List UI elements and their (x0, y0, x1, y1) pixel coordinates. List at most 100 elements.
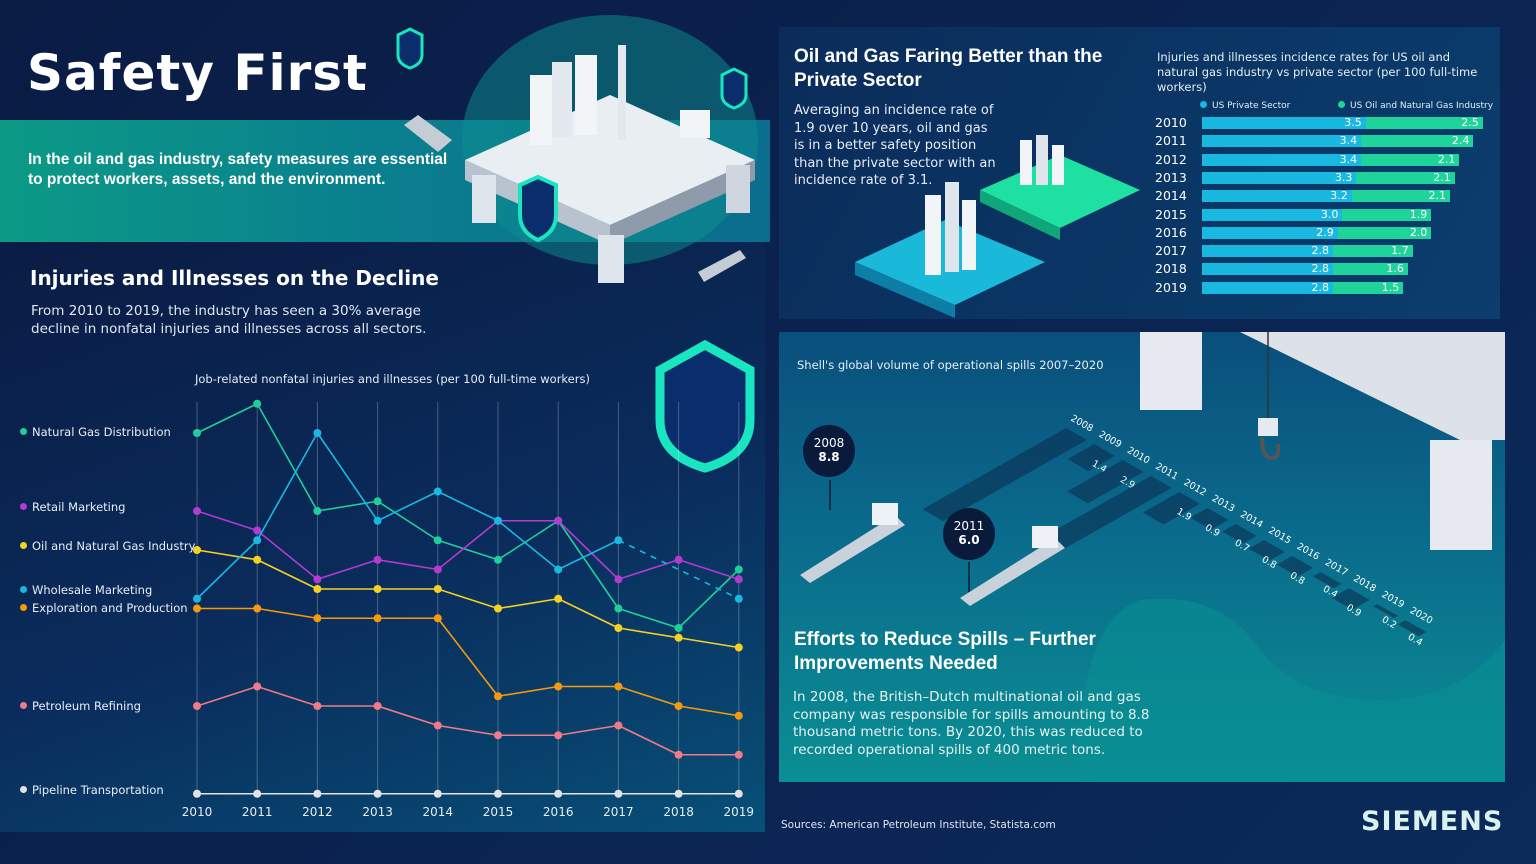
spill-year-label: 2012 (1182, 477, 1208, 498)
year-label: 2015 (1155, 206, 1187, 222)
legend-label: Oil and Natural Gas Industry (32, 539, 196, 553)
bar-private-sector: 2.9 (1202, 226, 1338, 239)
bar-private-sector: 3.3 (1202, 171, 1357, 184)
comparison-text: Averaging an incidence rate of 1.9 over … (794, 103, 996, 188)
series-segment (558, 724, 619, 737)
legend-dot-icon (1338, 101, 1345, 108)
callout-year: 2011 (953, 519, 985, 533)
series-segment (437, 520, 499, 571)
data-point (614, 536, 623, 545)
data-point (373, 516, 382, 525)
bar-oil-gas: 1.6 (1333, 263, 1408, 276)
legend-label: Petroleum Refining (32, 699, 141, 713)
series-segment (256, 685, 318, 707)
water-shape (1075, 598, 1505, 782)
x-tick-label: 2010 (182, 805, 213, 819)
series-segment (437, 539, 499, 561)
data-point (674, 555, 683, 564)
series-segment (618, 539, 740, 600)
legend-label: Retail Marketing (32, 500, 126, 514)
data-point (373, 497, 382, 506)
bar-oil-gas: 2.1 (1361, 153, 1460, 166)
series-segment (316, 432, 379, 522)
data-point (193, 507, 201, 515)
series-segment (618, 627, 679, 639)
data-point (674, 789, 683, 798)
x-tick-label: 2014 (423, 805, 454, 819)
mini-platforms-illustration (855, 135, 1140, 318)
legend-dot-icon (20, 604, 27, 611)
data-point (734, 594, 743, 603)
callout-value: 8.8 (818, 450, 840, 464)
line-chart-title: Job-related nonfatal injuries and illnes… (195, 372, 590, 386)
series-segment (377, 490, 439, 522)
data-point (373, 585, 382, 593)
x-tick-label: 2015 (483, 805, 514, 819)
bar-private-sector: 2.8 (1202, 245, 1334, 258)
legend-dot-icon (1200, 101, 1207, 108)
spill-year-label: 2016 (1295, 541, 1321, 562)
data-point (494, 789, 502, 798)
injuries-text: From 2010 to 2019, the industry has seen… (31, 303, 427, 337)
spill-bar (1248, 540, 1285, 561)
bar-oil-gas: 2.1 (1356, 171, 1455, 184)
ship-icon (404, 115, 746, 282)
siemens-logo: SIEMENS (1361, 806, 1504, 837)
legend-private-sector: US Private Sector (1200, 101, 1290, 111)
spill-year-label: 2011 (1153, 461, 1179, 482)
series-segment (256, 403, 319, 512)
bar-oil-gas: 2.1 (1351, 190, 1451, 203)
legend-item: Retail Marketing (20, 500, 125, 514)
series-segment (678, 636, 739, 649)
data-point (313, 702, 322, 710)
spill-year-label: 2020 (1408, 605, 1434, 626)
legend-oil-gas: US Oil and Natural Gas Industry (1338, 101, 1493, 111)
spill-bar (1067, 460, 1144, 504)
legend-item: Wholesale Marketing (20, 583, 152, 597)
spill-bar (1331, 588, 1370, 610)
legend-label: Wholesale Marketing (32, 583, 153, 597)
series-segment (678, 558, 740, 581)
legend-item: Natural Gas Distribution (20, 425, 171, 439)
series-segment (317, 558, 378, 581)
data-point (433, 536, 442, 545)
bar-oil-gas: 2.0 (1337, 226, 1432, 239)
legend-label: Exploration and Production (32, 601, 188, 615)
x-tick-label: 2017 (603, 805, 634, 819)
data-point (373, 702, 382, 710)
data-point (494, 604, 502, 613)
series-segment (196, 539, 258, 600)
spill-year-label: 2010 (1125, 445, 1151, 466)
data-point (193, 604, 201, 613)
spill-chart-title: Shell's global volume of operational spi… (797, 358, 1104, 372)
x-tick-label: 2016 (543, 805, 574, 819)
spill-year-label: 2013 (1210, 493, 1236, 514)
sources-text: Sources: American Petroleum Institute, S… (781, 819, 1056, 831)
data-point (554, 594, 563, 603)
data-point (193, 429, 201, 437)
series-segment (437, 724, 499, 737)
intro-text: In the oil and gas industry, safety meas… (28, 151, 448, 188)
data-point (554, 731, 563, 740)
data-point (253, 789, 262, 798)
data-point (674, 702, 683, 710)
data-point (253, 526, 262, 535)
data-point (373, 789, 382, 798)
tanker-ship-icon (960, 538, 1065, 606)
bar-oil-gas: 1.7 (1333, 245, 1413, 258)
series-segment (196, 403, 258, 434)
callout-2008: 2008 8.8 (803, 425, 855, 477)
spill-year-label: 2009 (1097, 429, 1123, 450)
data-point (614, 575, 623, 584)
callout-value: 6.0 (958, 533, 980, 547)
year-label: 2017 (1155, 243, 1187, 259)
data-point (734, 643, 743, 652)
spills-heading: Efforts to Reduce Spills – Further Impro… (794, 629, 1096, 674)
x-tick-label: 2018 (663, 805, 694, 819)
data-point (433, 585, 442, 593)
series-segment (557, 539, 619, 571)
data-point (433, 789, 442, 798)
year-label: 2018 (1155, 261, 1187, 277)
bar-private-sector: 2.8 (1202, 263, 1334, 276)
